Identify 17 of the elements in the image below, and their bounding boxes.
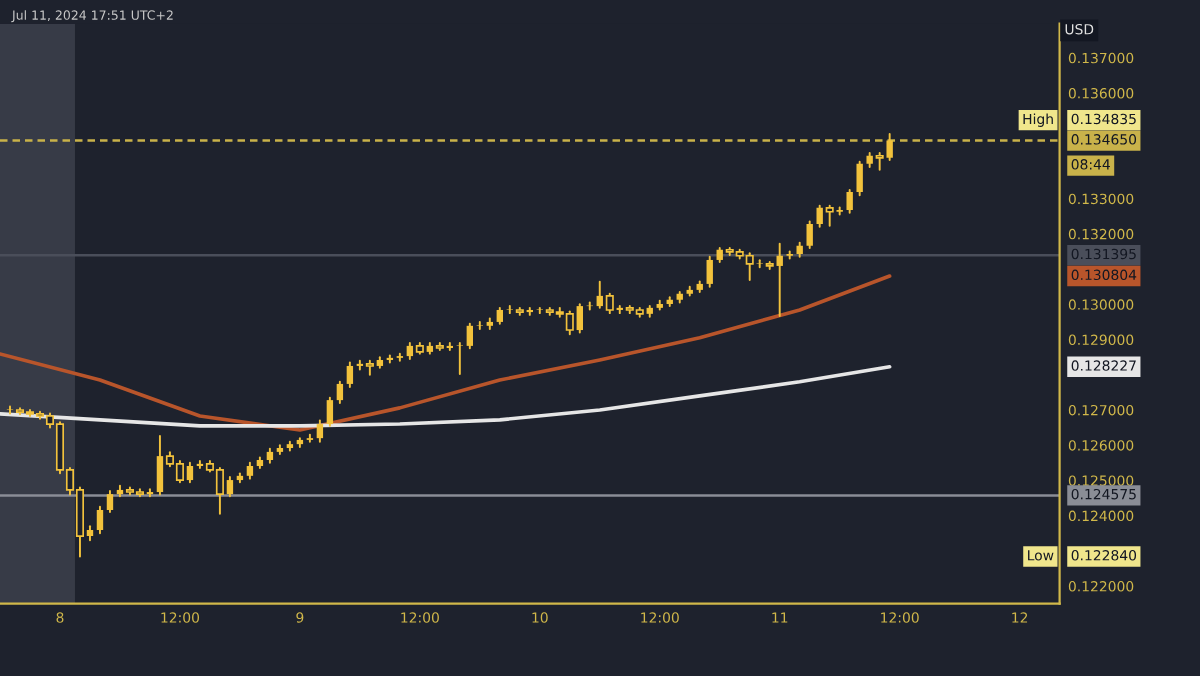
candlestick bbox=[346, 361, 354, 389]
candlestick bbox=[456, 342, 464, 376]
line-series bbox=[0, 274, 892, 432]
candlestick bbox=[396, 352, 404, 362]
candlestick bbox=[336, 380, 344, 404]
candlestick bbox=[96, 505, 104, 535]
candlestick bbox=[476, 320, 484, 330]
candlestick bbox=[306, 433, 314, 443]
candlestick bbox=[856, 160, 863, 197]
candlestick bbox=[106, 490, 114, 514]
candlestick bbox=[706, 255, 713, 288]
candlestick bbox=[806, 220, 813, 249]
candlestick bbox=[326, 396, 334, 427]
candlestick bbox=[316, 419, 324, 443]
candlestick bbox=[846, 188, 853, 214]
line-series bbox=[0, 364, 892, 428]
candlestick bbox=[466, 322, 474, 350]
